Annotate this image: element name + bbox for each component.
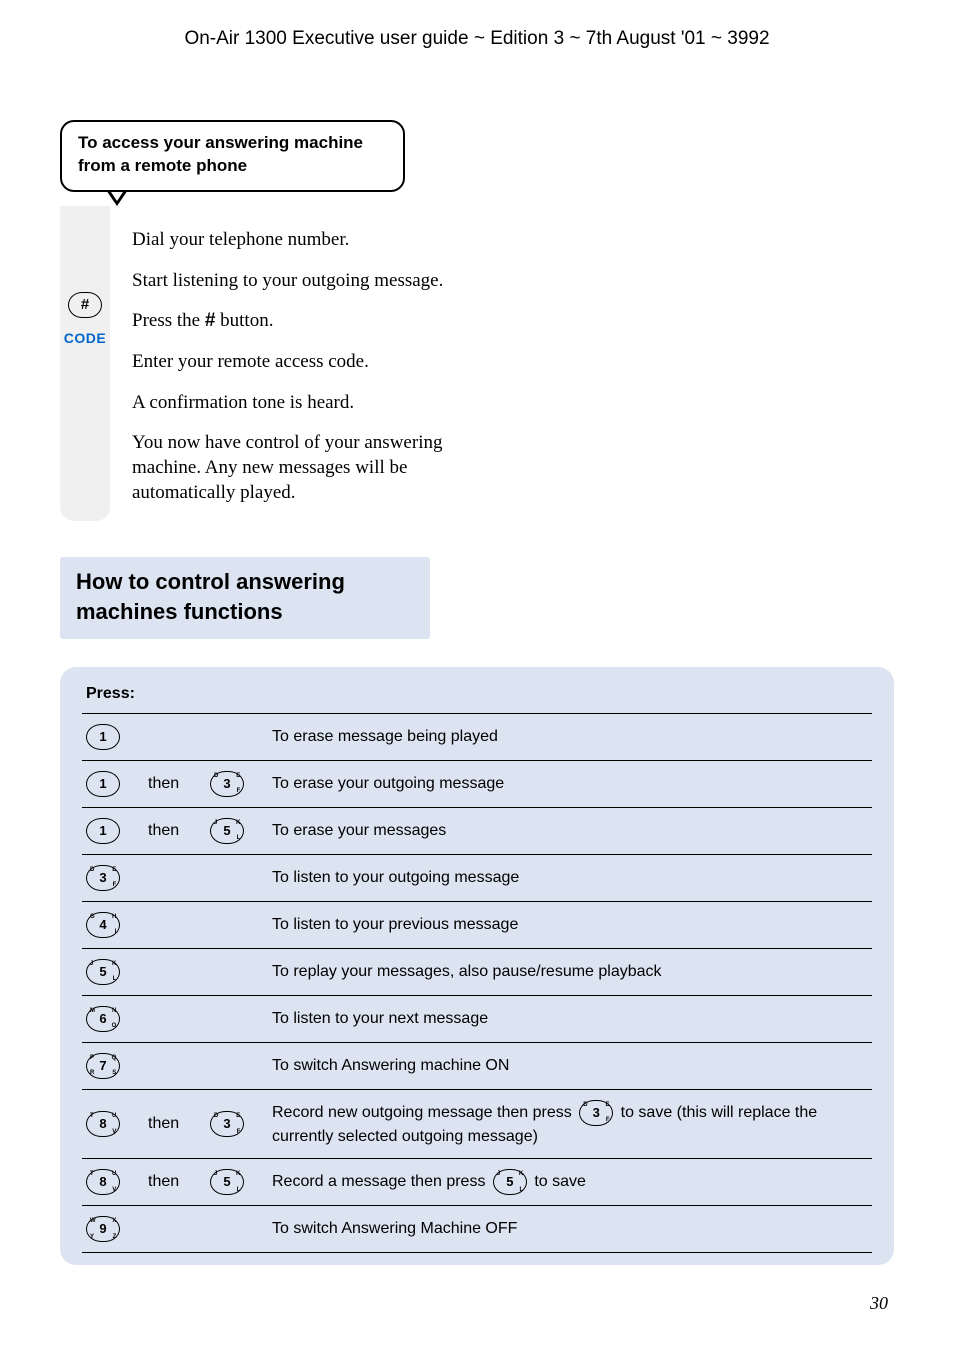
section-title: How to control answering machines functi…: [60, 557, 430, 638]
step-line: Dial your telephone number.: [132, 228, 512, 253]
desc-cell: To switch Answering machine ON: [272, 1055, 868, 1077]
key-cell: 5JKL: [210, 818, 264, 844]
phone-key-icon: 4GHI: [86, 912, 120, 938]
table-row: 9WXZY To switch Answering Machine OFF: [82, 1205, 872, 1253]
key-cell: 1: [86, 771, 140, 797]
callout-tail-icon: [106, 190, 128, 206]
phone-key-icon: 5JKL: [210, 1169, 244, 1195]
phone-key-icon: 1: [86, 818, 120, 844]
table-row: 3DEF To listen to your outgoing message: [82, 854, 872, 901]
key-cell: 3DEF: [86, 865, 140, 891]
desc-cell: To switch Answering Machine OFF: [272, 1218, 868, 1240]
desc-cell: Record new outgoing message then press 3…: [272, 1100, 868, 1148]
phone-key-icon: 5JKL: [210, 818, 244, 844]
key-cell: 3DEF: [210, 771, 264, 797]
phone-key-icon: 6MNO: [86, 1006, 120, 1032]
steps-block: # CODE Dial your telephone number. Start…: [60, 206, 894, 522]
phone-key-icon: 1: [86, 724, 120, 750]
steps-rail: # CODE: [60, 206, 110, 522]
phone-key-icon: 3DEF: [86, 865, 120, 891]
callout-title: To access your answering machine from a …: [60, 120, 405, 192]
desc-cell: To replay your messages, also pause/resu…: [272, 961, 868, 983]
code-label: CODE: [64, 330, 106, 346]
desc-cell: To listen to your next message: [272, 1008, 868, 1030]
key-cell: 3DEF: [210, 1111, 264, 1137]
table-row: 4GHI To listen to your previous message: [82, 901, 872, 948]
table-row: 1 then 3DEF To erase your outgoing message: [82, 760, 872, 807]
phone-key-icon: 3DEF: [579, 1100, 613, 1126]
phone-key-icon: 3DEF: [210, 1111, 244, 1137]
desc-cell: To listen to your previous message: [272, 914, 868, 936]
functions-table: Press: 1 To erase message being played 1 th…: [60, 667, 894, 1265]
desc-cell: To erase message being played: [272, 726, 868, 748]
key-cell: 1: [86, 818, 140, 844]
desc-cell: To erase your messages: [272, 820, 868, 842]
table-row: 1 To erase message being played: [82, 713, 872, 760]
phone-key-icon: 9WXZY: [86, 1216, 120, 1242]
phone-key-icon: 5JKL: [86, 959, 120, 985]
hash-icon: #: [68, 292, 102, 318]
table-row: 8TUVthen3DEFRecord new outgoing message …: [82, 1089, 872, 1158]
then-cell: then: [148, 1113, 202, 1135]
key-cell: 6MNO: [86, 1006, 140, 1032]
table-row: 7PQSR To switch Answering machine ON: [82, 1042, 872, 1089]
page-number: 30: [60, 1293, 894, 1314]
table-row: 1 then 5JKL To erase your messages: [82, 807, 872, 854]
step-line: You now have control of your answering m…: [132, 431, 512, 505]
table-row: 5JKL To replay your messages, also pause/…: [82, 948, 872, 995]
step-line: Start listening to your outgoing message…: [132, 269, 512, 294]
desc-cell: To listen to your outgoing message: [272, 867, 868, 889]
then-cell: then: [148, 773, 202, 795]
step-line: Press the # button.: [132, 309, 512, 334]
phone-key-icon: 8TUV: [86, 1111, 120, 1137]
steps-text: Dial your telephone number. Start listen…: [110, 206, 512, 522]
phone-key-icon: 1: [86, 771, 120, 797]
key-cell: 9WXZY: [86, 1216, 140, 1242]
key-cell: 4GHI: [86, 912, 140, 938]
step-line: A confirmation tone is heard.: [132, 391, 512, 416]
callout-wrap: To access your answering machine from a …: [60, 120, 894, 192]
key-cell: 8TUV: [86, 1111, 140, 1137]
table-header: Press:: [82, 685, 872, 703]
key-cell: 5JKL: [210, 1169, 264, 1195]
phone-key-icon: 5JKL: [493, 1169, 527, 1195]
step-line: Enter your remote access code.: [132, 350, 512, 375]
phone-key-icon: 3DEF: [210, 771, 244, 797]
page-header: On-Air 1300 Executive user guide ~ Editi…: [60, 28, 894, 50]
key-cell: 1: [86, 724, 140, 750]
key-cell: 8TUV: [86, 1169, 140, 1195]
phone-key-icon: 7PQSR: [86, 1053, 120, 1079]
phone-key-icon: 8TUV: [86, 1169, 120, 1195]
desc-cell: Record a message then press 5JKL to save: [272, 1169, 868, 1195]
table-row: 6MNO To listen to your next message: [82, 995, 872, 1042]
then-cell: then: [148, 820, 202, 842]
key-cell: 7PQSR: [86, 1053, 140, 1079]
table-row: 8TUVthen5JKLRecord a message then press …: [82, 1158, 872, 1205]
desc-cell: To erase your outgoing message: [272, 773, 868, 795]
page: On-Air 1300 Executive user guide ~ Editi…: [0, 0, 954, 1354]
hash-glyph: #: [205, 310, 216, 331]
key-cell: 5JKL: [86, 959, 140, 985]
then-cell: then: [148, 1171, 202, 1193]
